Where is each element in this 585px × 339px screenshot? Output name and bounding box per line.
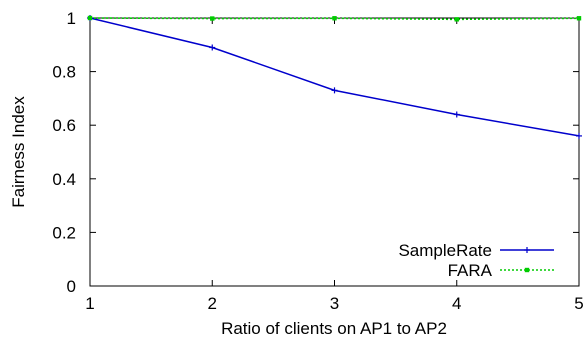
x-tick-label: 4	[452, 294, 461, 313]
data-point-0	[209, 44, 216, 51]
x-tick-label: 2	[208, 294, 217, 313]
x-tick-label: 3	[330, 294, 339, 313]
data-point-1	[87, 15, 93, 21]
x-tick-label: 5	[574, 294, 583, 313]
x-axis-ticks: 1 2 3 4 5	[85, 18, 584, 313]
legend-label: FARA	[448, 261, 493, 280]
y-axis-ticks: 0 0.2 0.4 0.6 0.8 1	[52, 9, 579, 296]
data-point-1	[210, 16, 215, 21]
y-tick-label: 0.6	[52, 116, 76, 135]
y-axis-label: Fairness Index	[9, 96, 28, 208]
y-tick-label: 0	[67, 277, 76, 296]
y-tick-label: 1	[67, 9, 76, 28]
legend-label: SampleRate	[398, 241, 492, 260]
data-point-0	[576, 132, 582, 139]
series-layer	[87, 15, 582, 139]
data-point-0	[453, 111, 460, 118]
y-tick-label: 0.8	[52, 63, 76, 82]
data-point-1	[332, 16, 337, 21]
y-tick-label: 0.2	[52, 223, 76, 242]
plot-frame	[89, 17, 580, 287]
series-line-0	[89, 17, 580, 137]
x-tick-label: 1	[85, 294, 94, 313]
y-tick-label: 0.4	[52, 170, 76, 189]
data-point-1	[576, 16, 582, 21]
data-point-0	[331, 87, 338, 94]
x-axis-label: Ratio of clients on AP1 to AP2	[221, 319, 447, 338]
legend-marker	[524, 247, 530, 253]
legend-marker	[524, 267, 530, 273]
data-point-1	[454, 17, 459, 22]
